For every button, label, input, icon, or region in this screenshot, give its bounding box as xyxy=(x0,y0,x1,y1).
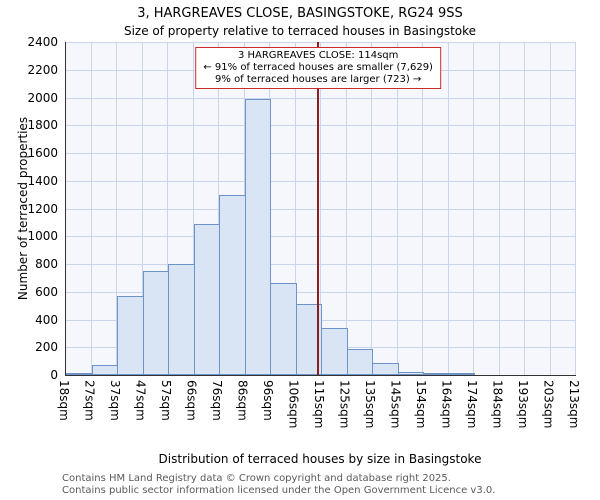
annotation-larger-line: 9% of terraced houses are larger (723) → xyxy=(215,74,422,85)
gridline-vertical xyxy=(192,42,194,375)
y-tick-label: 400 xyxy=(35,312,58,327)
gridline-horizontal xyxy=(66,236,576,238)
histogram-bar xyxy=(117,295,144,375)
x-axis-label: Distribution of terraced houses by size … xyxy=(158,452,482,466)
gridline-vertical xyxy=(90,42,92,375)
y-tick-label: 1000 xyxy=(27,229,58,244)
gridline-horizontal xyxy=(66,97,576,99)
gridline-vertical xyxy=(320,42,321,375)
histogram-bar xyxy=(448,373,475,375)
histogram-bar xyxy=(372,362,399,375)
y-tick-label: 800 xyxy=(35,257,58,271)
x-tick-label: 145sqm xyxy=(388,380,403,429)
y-tick-label: 1200 xyxy=(27,201,58,216)
histogram-bar xyxy=(219,194,246,375)
footer: Contains HM Land Registry data © Crown c… xyxy=(62,473,495,497)
gridline-horizontal xyxy=(66,208,576,210)
gridline-horizontal xyxy=(66,125,576,127)
histogram-bar xyxy=(66,373,93,375)
x-tick-label: 125sqm xyxy=(337,380,352,429)
gridline-horizontal xyxy=(66,42,576,43)
y-tick-label: 1800 xyxy=(27,118,58,133)
y-tick-label: 1400 xyxy=(27,173,58,188)
x-tick-label: 193sqm xyxy=(516,380,530,429)
gridline-vertical xyxy=(345,42,347,375)
gridline-horizontal xyxy=(66,153,576,154)
y-tick-label: 0 xyxy=(50,368,58,382)
gridline-horizontal xyxy=(66,291,576,293)
x-tick-label: 86sqm xyxy=(235,380,250,421)
histogram-bar xyxy=(142,270,169,375)
histogram-bar xyxy=(168,264,195,375)
gridline-vertical xyxy=(218,42,219,375)
gridline-vertical xyxy=(498,42,500,375)
y-tick-label: 1600 xyxy=(27,146,58,160)
x-tick-label: 115sqm xyxy=(312,380,326,429)
histogram-bar xyxy=(91,365,118,375)
gridline-vertical xyxy=(396,42,398,375)
gridline-vertical xyxy=(524,42,525,375)
gridline-vertical xyxy=(141,42,143,375)
y-tick-label: 200 xyxy=(35,340,58,355)
property-size-marker-line xyxy=(317,42,320,375)
y-tick-label: 2000 xyxy=(27,90,58,105)
x-tick-label: 154sqm xyxy=(414,380,428,429)
x-tick-label: 37sqm xyxy=(108,380,122,421)
x-tick-label: 76sqm xyxy=(210,380,224,421)
annotation-smaller-line: ← 91% of terraced houses are smaller (7,… xyxy=(203,62,433,73)
gridline-vertical xyxy=(549,42,551,375)
gridline-horizontal xyxy=(66,180,576,182)
gridline-vertical xyxy=(473,42,474,375)
y-tick-label: 2200 xyxy=(27,62,58,77)
x-tick-label: 164sqm xyxy=(439,380,454,429)
gridline-vertical xyxy=(575,42,576,375)
y-tick-label: 2400 xyxy=(27,35,58,49)
x-tick-label: 203sqm xyxy=(541,380,556,429)
gridline-horizontal xyxy=(66,264,576,265)
chart-title: 3, HARGREAVES CLOSE, BASINGSTOKE, RG24 9… xyxy=(137,6,463,21)
gridline-vertical xyxy=(294,42,296,375)
gridline-vertical xyxy=(447,42,449,375)
x-tick-label: 18sqm xyxy=(57,380,71,421)
footer-attribution-line1: Contains HM Land Registry data © Crown c… xyxy=(62,473,451,484)
gridline-vertical xyxy=(116,42,117,375)
x-tick-label: 135sqm xyxy=(363,380,377,429)
x-tick-label: 47sqm xyxy=(133,380,148,421)
gridline-vertical xyxy=(167,42,168,375)
x-tick-label: 106sqm xyxy=(286,380,301,429)
x-tick-label: 213sqm xyxy=(567,380,581,429)
histogram-bar xyxy=(193,223,220,375)
x-tick-label: 184sqm xyxy=(490,380,505,429)
gridline-vertical xyxy=(371,42,372,375)
chart-subtitle: Size of property relative to terraced ho… xyxy=(123,24,477,38)
x-tick-label: 27sqm xyxy=(82,380,97,421)
x-tick-label: 174sqm xyxy=(465,380,479,429)
plot-area: 3 HARGREAVES CLOSE: 114sqm ← 91% of terr… xyxy=(65,42,576,376)
x-tick-label: 96sqm xyxy=(261,380,275,421)
histogram-bar xyxy=(244,98,271,375)
x-tick-label: 57sqm xyxy=(159,380,173,421)
x-tick-label: 66sqm xyxy=(184,380,199,421)
gridline-vertical xyxy=(422,42,423,375)
histogram-bar xyxy=(321,327,348,375)
histogram-bar xyxy=(346,348,373,375)
y-tick-label: 600 xyxy=(35,284,58,299)
histogram-bar xyxy=(397,371,424,375)
footer-attribution-line2: Contains public sector information licen… xyxy=(62,485,496,496)
annotation-box: 3 HARGREAVES CLOSE: 114sqm ← 91% of terr… xyxy=(195,47,441,89)
histogram-bar xyxy=(270,283,297,375)
histogram-bar xyxy=(423,373,450,375)
annotation-property-line: 3 HARGREAVES CLOSE: 114sqm xyxy=(237,50,399,61)
